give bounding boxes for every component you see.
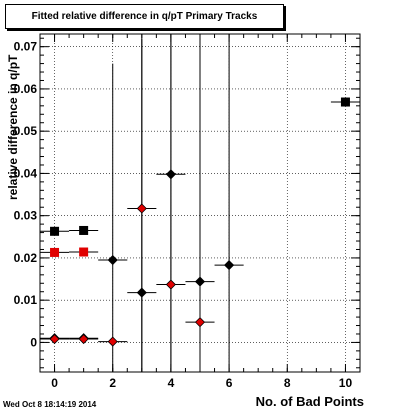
y-tick-label: 0.01 bbox=[14, 293, 38, 307]
data-point-diamond bbox=[78, 333, 89, 345]
data-point-diamond bbox=[165, 169, 176, 180]
x-tick-label: 8 bbox=[284, 376, 291, 390]
chart-title-box: Fitted relative difference in q/pT Prima… bbox=[5, 4, 284, 29]
y-axis-label: relative difference in q/pT bbox=[6, 54, 20, 200]
y-tick-label: 0.04 bbox=[14, 166, 38, 180]
tick-labels: 0 2 4 6 8 10 0 0.01 0.02 0.03 0.04 0.05 0.06 0.07 bbox=[14, 40, 353, 390]
x-tick-label: 2 bbox=[109, 376, 116, 390]
data-point-square bbox=[50, 226, 60, 236]
y-tick-label: 0 bbox=[30, 335, 37, 349]
data-point-diamond bbox=[224, 260, 235, 271]
data-point-diamond bbox=[136, 203, 147, 214]
data-point-square bbox=[79, 247, 89, 257]
data-point-diamond bbox=[194, 317, 206, 328]
y-tick-label: 0.07 bbox=[14, 40, 38, 54]
data-point-square bbox=[50, 247, 60, 257]
chart-title: Fitted relative difference in q/pT Prima… bbox=[31, 11, 258, 22]
x-tick-label: 6 bbox=[226, 376, 233, 390]
data-point-square bbox=[79, 225, 89, 235]
axis-ticks bbox=[39, 34, 361, 372]
data-point-diamond bbox=[107, 336, 118, 347]
data-point-diamond bbox=[165, 279, 176, 290]
markers bbox=[49, 97, 350, 347]
data-point-diamond bbox=[49, 333, 60, 345]
y-tick-label: 0.05 bbox=[14, 124, 38, 138]
y-tick-label: 0.02 bbox=[14, 251, 38, 265]
footer-timestamp: Wed Oct 8 18:14:19 2014 bbox=[3, 400, 97, 409]
y-tick-label: 0.06 bbox=[14, 82, 38, 96]
x-axis-label: No. of Bad Points bbox=[255, 394, 364, 409]
y-tick-label: 0.03 bbox=[14, 209, 38, 223]
data-point-diamond bbox=[107, 254, 118, 266]
x-tick-label: 0 bbox=[51, 376, 58, 390]
data-point-diamond bbox=[194, 276, 206, 287]
data-point-diamond bbox=[136, 287, 147, 298]
data-point-square bbox=[340, 97, 350, 107]
x-tick-label: 10 bbox=[339, 376, 353, 390]
x-tick-label: 4 bbox=[168, 376, 175, 390]
